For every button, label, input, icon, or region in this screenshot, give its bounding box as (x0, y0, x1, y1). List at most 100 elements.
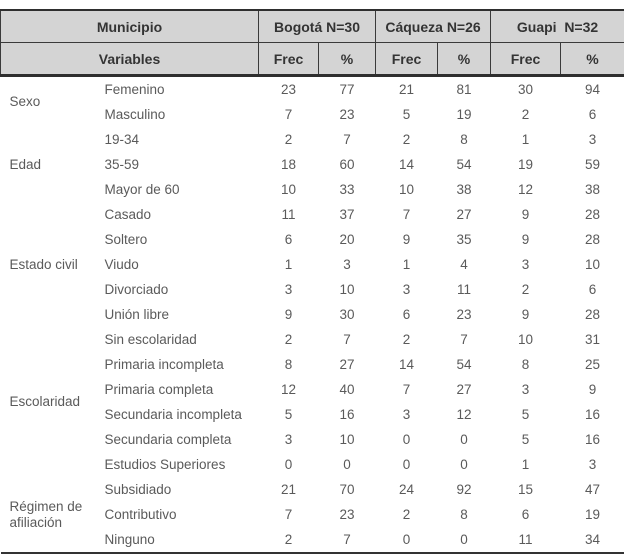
category-label-edad: Edad (9, 156, 42, 172)
cell-value: 27 (339, 357, 355, 372)
cell-value: 9 (284, 307, 293, 322)
variable-label: Primaria incompleta (104, 357, 224, 372)
col-header-frec-caqueza: Frec (375, 42, 439, 77)
table-row: Contributivo 7 23 2 8 6 19 (1, 502, 624, 527)
cell-value: 6 (588, 107, 597, 122)
table-row: Estado civil Casado 11 37 7 27 9 28 (1, 202, 624, 272)
cell-value: 54 (456, 157, 472, 172)
cell-value: 7 (343, 332, 351, 347)
cell-value: 70 (339, 482, 355, 497)
table-row: Divorciado 3 10 3 11 2 6 (1, 277, 624, 302)
cell-value: 21 (281, 482, 297, 497)
col-header-frec-guapi: Frec (490, 42, 562, 77)
cell-value: 3 (343, 257, 351, 272)
cell-value: 0 (460, 457, 468, 472)
table-header: Municipio Bogotá N=30 Cáqueza N=26 Guapi… (0, 9, 624, 77)
cell-value: 0 (284, 457, 293, 472)
cell-value: 47 (585, 482, 601, 497)
variable-label: Divorciado (104, 282, 169, 297)
cell-value: 9 (521, 207, 530, 222)
cell-value: 1 (521, 132, 530, 147)
cell-value: 6 (521, 507, 530, 522)
cell-value: 81 (456, 82, 472, 97)
cell-value: 5 (521, 432, 530, 447)
cell-value: 9 (402, 232, 411, 247)
table-row: Primaria completa 12 40 7 27 3 9 (1, 377, 624, 402)
cell-value: 19 (585, 507, 601, 522)
cell-value: 12 (281, 382, 297, 397)
cell-value: 4 (460, 257, 468, 272)
cell-value: 25 (585, 357, 601, 372)
cell-value: 21 (399, 82, 415, 97)
category-label-estado-civil: Estado civil (9, 256, 78, 272)
cell-value: 2 (402, 332, 411, 347)
table-row: Estudios Superiores 0 0 0 0 1 3 (1, 452, 624, 477)
cell-value: 1 (402, 257, 411, 272)
cell-value: 8 (521, 357, 530, 372)
cell-value: 1 (521, 457, 530, 472)
col-header-frec-bogota: Frec (258, 42, 320, 77)
table-row: 35-59 18 60 14 54 19 59 (1, 152, 624, 177)
cell-value: 38 (456, 182, 472, 197)
variable-label: Unión libre (104, 307, 170, 322)
cell-value: 3 (284, 432, 293, 447)
category-label-escolaridad: Escolaridad (9, 394, 81, 410)
variable-label: Ninguno (104, 532, 155, 547)
variable-label: Estudios Superiores (104, 457, 226, 472)
cell-value: 8 (460, 507, 468, 522)
cell-value: 12 (518, 182, 534, 197)
cell-value: 3 (284, 282, 293, 297)
cell-value: 60 (339, 157, 355, 172)
variable-label: Viudo (104, 257, 139, 272)
cell-value: 23 (339, 507, 355, 522)
table-row: Edad 19-34 2 7 2 8 1 3 (1, 127, 624, 172)
cell-value: 7 (343, 132, 351, 147)
cell-value: 14 (399, 157, 415, 172)
cell-value: 92 (456, 482, 472, 497)
cell-value: 8 (460, 132, 468, 147)
cell-value: 28 (585, 307, 601, 322)
cell-value: 2 (402, 132, 411, 147)
cell-value: 6 (588, 282, 597, 297)
header-row-variables: Variables Frec % Frec % Frec % (0, 42, 624, 77)
cell-value: 28 (585, 207, 601, 222)
cell-value: 5 (284, 407, 293, 422)
header-municipio: Municipio (0, 9, 260, 43)
table-row: Primaria incompleta 8 27 14 54 8 25 (1, 352, 624, 377)
cell-value: 34 (585, 532, 601, 547)
cell-value: 3 (588, 132, 597, 147)
variable-label: Contributivo (104, 507, 177, 522)
cell-value: 20 (339, 232, 355, 247)
cell-value: 0 (402, 532, 411, 547)
cell-value: 3 (588, 457, 597, 472)
cell-value: 24 (399, 482, 415, 497)
cell-value: 2 (521, 282, 530, 297)
cell-value: 10 (339, 432, 355, 447)
cell-value: 2 (284, 132, 293, 147)
cell-value: 10 (281, 182, 297, 197)
table-body: Sexo Femenino 23 77 21 81 30 94 Masculin… (1, 76, 624, 554)
cell-value: 0 (402, 457, 411, 472)
cell-value: 94 (585, 82, 601, 97)
cell-value: 3 (521, 257, 530, 272)
cell-value: 10 (399, 182, 415, 197)
variable-label: Subsidiado (104, 482, 172, 497)
table-row: Escolaridad Sin escolaridad 2 7 2 7 10 3… (1, 327, 624, 409)
cell-value: 11 (518, 532, 533, 547)
cell-value: 5 (521, 407, 530, 422)
cell-value: 28 (585, 232, 601, 247)
cell-value: 9 (521, 232, 530, 247)
cell-value: 10 (585, 257, 601, 272)
cell-value: 30 (339, 307, 355, 322)
cell-value: 27 (456, 382, 472, 397)
header-row-municipio: Municipio Bogotá N=30 Cáqueza N=26 Guapi… (0, 9, 624, 43)
cell-value: 7 (402, 382, 411, 397)
cell-value: 2 (521, 107, 530, 122)
cell-value: 37 (339, 207, 355, 222)
header-caqueza: Cáqueza N=26 (375, 9, 492, 43)
cell-value: 19 (518, 157, 534, 172)
cell-value: 30 (518, 82, 534, 97)
cell-value: 33 (339, 182, 355, 197)
cell-value: 5 (402, 107, 411, 122)
variable-label: Sin escolaridad (104, 332, 197, 347)
